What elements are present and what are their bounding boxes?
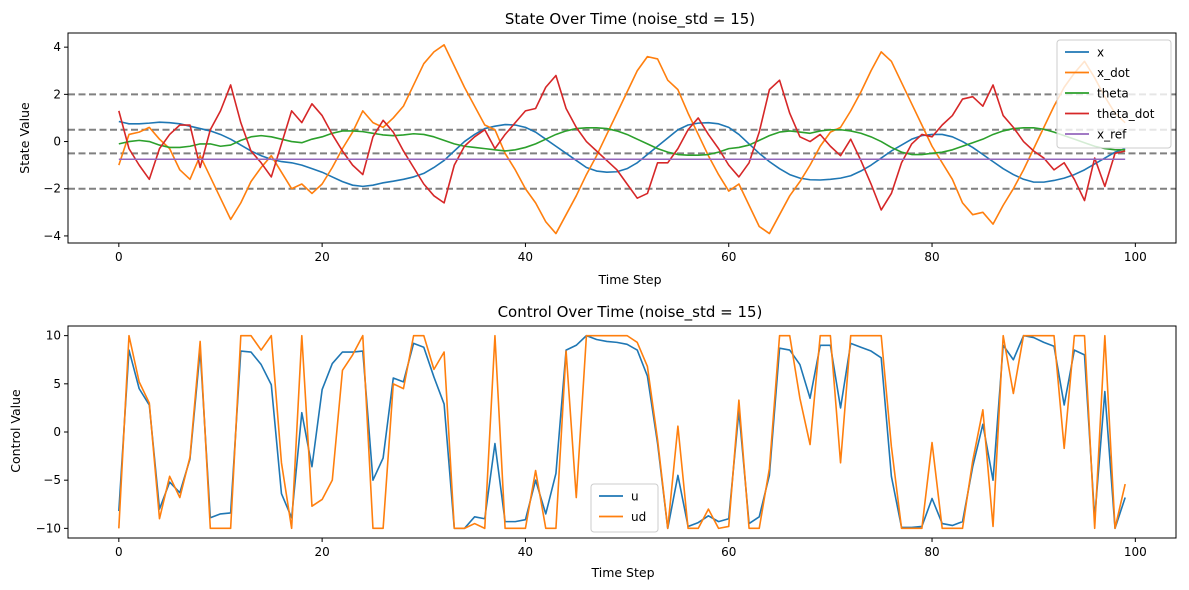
series-line-x_dot bbox=[118, 43, 1126, 235]
legend-label-theta_dot: theta_dot bbox=[1097, 107, 1155, 121]
x-tick-label: 60 bbox=[721, 250, 736, 264]
state-chart: State Over Time (noise_std = 15) Time St… bbox=[17, 10, 1177, 287]
x-tick-label: 20 bbox=[314, 545, 329, 559]
control-chart-axes: 0 20 40 60 80 100 −10 −5 0 5 10 bbox=[36, 325, 1177, 559]
x-tick-label: 0 bbox=[115, 545, 123, 559]
legend-box bbox=[1056, 39, 1172, 149]
y-tick-label: 4 bbox=[53, 40, 61, 54]
x-tick-label: 40 bbox=[518, 545, 533, 559]
x-tick-label: 80 bbox=[924, 545, 939, 559]
y-tick-label: 2 bbox=[53, 87, 61, 101]
y-tick-label: 0 bbox=[53, 135, 61, 149]
y-tick-label: −2 bbox=[43, 182, 61, 196]
x-tick-label: 100 bbox=[1124, 250, 1147, 264]
legend-label-x_ref: x_ref bbox=[1097, 128, 1127, 142]
y-tick-label: 10 bbox=[46, 329, 61, 343]
y-tick-label: −4 bbox=[43, 229, 61, 243]
x-tick-label: 100 bbox=[1124, 545, 1147, 559]
state-chart-title: State Over Time (noise_std = 15) bbox=[505, 10, 755, 29]
legend-label-x: x bbox=[1097, 46, 1104, 60]
control-chart-xlabel: Time Step bbox=[590, 565, 654, 580]
x-tick-label: 0 bbox=[115, 250, 123, 264]
state-chart-series bbox=[118, 43, 1126, 235]
x-tick-label: 20 bbox=[314, 250, 329, 264]
control-chart-title: Control Over Time (noise_std = 15) bbox=[498, 303, 763, 322]
control-chart-ylabel: Control Value bbox=[8, 389, 23, 473]
y-tick-label: 5 bbox=[53, 377, 61, 391]
y-tick-label: −5 bbox=[43, 473, 61, 487]
legend-label-ud: ud bbox=[631, 510, 646, 524]
x-tick-label: 80 bbox=[924, 250, 939, 264]
series-line-ud bbox=[118, 334, 1126, 530]
series-line-theta bbox=[118, 127, 1126, 157]
legend-label-x_dot: x_dot bbox=[1097, 66, 1130, 80]
control-chart: Control Over Time (noise_std = 15) Time … bbox=[8, 303, 1177, 580]
series-line-theta_dot bbox=[118, 74, 1126, 211]
y-tick-label: −10 bbox=[36, 521, 61, 535]
legend-label-theta: theta bbox=[1097, 87, 1129, 101]
y-tick-label: 0 bbox=[53, 425, 61, 439]
x-tick-label: 60 bbox=[721, 545, 736, 559]
series-line-x bbox=[118, 120, 1126, 188]
state-chart-axes: 0 20 40 60 80 100 −4 −2 0 2 4 bbox=[43, 32, 1177, 264]
legend-label-u: u bbox=[631, 490, 639, 504]
control-chart-series bbox=[118, 334, 1126, 530]
axes-frame bbox=[67, 32, 1177, 244]
state-chart-xlabel: Time Step bbox=[597, 272, 661, 287]
state-chart-ylabel: State Value bbox=[17, 102, 32, 174]
legend-box bbox=[590, 483, 659, 533]
control-chart-legend: u ud bbox=[590, 483, 659, 533]
series-line-u bbox=[118, 334, 1126, 530]
x-tick-label: 40 bbox=[518, 250, 533, 264]
